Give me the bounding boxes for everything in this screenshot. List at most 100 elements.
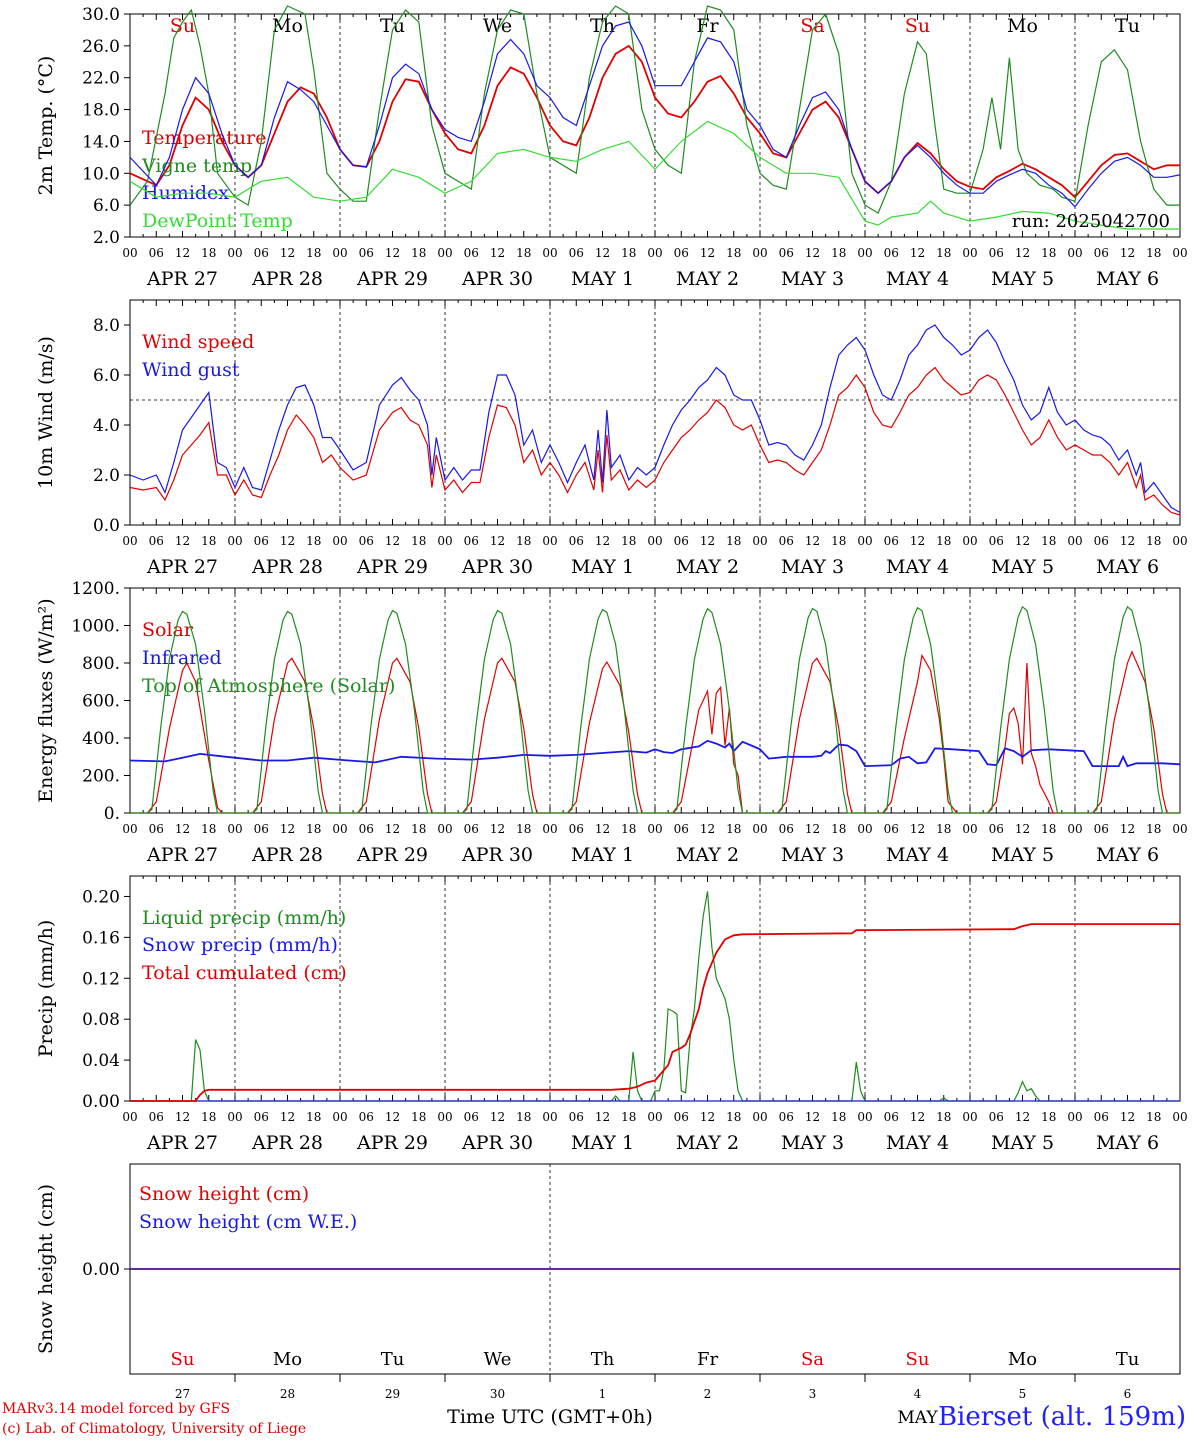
weekday-label: Tu [1116,1349,1140,1370]
day-date-label: MAY 3 [781,1132,844,1154]
series-total-cumulated-cm- [130,923,1180,1102]
hour-tick-label: 12 [490,1110,505,1124]
day-date-label: MAY 2 [676,844,739,866]
legend-total-cumulated-cm-: Total cumulated (cm) [142,962,347,984]
hour-tick-label: 18 [306,822,321,836]
day-date-label: MAY 4 [886,1132,949,1154]
hour-tick-label: 06 [254,534,269,548]
hour-tick-label: 06 [569,822,584,836]
series-wind-speed [129,366,1181,516]
hour-tick-label: 00 [332,822,347,836]
hour-tick-label: 12 [595,822,610,836]
weekday-label: Tu [381,1349,405,1370]
hour-tick-label: 00 [437,246,452,260]
run-label: run: 2025042700 [1012,211,1170,232]
hour-tick-label: 00 [1067,822,1082,836]
hour-tick-label: 06 [149,246,164,260]
day-date-label: MAY 5 [991,1132,1054,1154]
hour-tick-label: 00 [332,1110,347,1124]
hour-tick-label: 00 [1172,1110,1187,1124]
hour-tick-label: 00 [122,246,137,260]
hour-tick-label: 18 [516,246,531,260]
hour-tick-label: 18 [831,1110,846,1124]
hour-tick-label: 18 [621,822,636,836]
hour-tick-label: 06 [779,822,794,836]
hour-tick-label: 12 [175,1110,190,1124]
hour-tick-label: 00 [752,534,767,548]
legend-solar: Solar [142,619,194,641]
y-tick-label: 8.0 [93,316,120,336]
hour-tick-label: 18 [1041,1110,1056,1124]
series-wind-gust [129,324,1181,514]
day-number-label: 28 [280,1387,295,1401]
weekday-label: We [484,1349,512,1370]
weekday-label: Mo [1007,15,1038,37]
day-date-label: MAY 2 [676,556,739,578]
hour-tick-label: 00 [332,246,347,260]
day-number-label: 3 [809,1387,817,1401]
time-axis-label: Time UTC (GMT+0h) [447,1406,653,1428]
hour-tick-label: 06 [359,246,374,260]
hour-tick-label: 12 [805,822,820,836]
hour-tick-label: 00 [332,534,347,548]
y-tick-label: 2.0 [93,228,120,248]
hour-tick-label: 00 [227,1110,242,1124]
hour-tick-label: 12 [280,1110,295,1124]
hour-tick-label: 18 [831,534,846,548]
weekday-label: We [483,15,512,37]
day-date-label: MAY 6 [1096,1132,1159,1154]
hour-tick-label: 12 [490,822,505,836]
weekday-label: Fr [696,15,719,37]
hour-tick-label: 00 [1172,822,1187,836]
y-tick-label: 0.08 [82,1010,120,1030]
day-date-label: MAY 2 [676,268,739,290]
day-date-label: APR 30 [461,844,533,866]
hour-tick-label: 12 [175,246,190,260]
hour-tick-label: 18 [936,534,951,548]
hour-tick-label: 12 [595,1110,610,1124]
hour-tick-label: 12 [805,534,820,548]
hour-tick-label: 18 [306,534,321,548]
hour-tick-label: 06 [1094,246,1109,260]
hour-tick-label: 18 [1146,822,1161,836]
hour-tick-label: 00 [752,246,767,260]
hour-tick-label: 12 [700,246,715,260]
hour-tick-label: 12 [1120,822,1135,836]
y-tick-label: 0.20 [82,887,120,907]
hour-tick-label: 12 [910,246,925,260]
day-date-label: MAY 5 [991,268,1054,290]
hour-tick-label: 12 [1015,1110,1030,1124]
hour-tick-label: 00 [542,1110,557,1124]
hour-tick-label: 12 [700,534,715,548]
hour-tick-label: 12 [805,246,820,260]
day-date-label: MAY 2 [676,1132,739,1154]
hour-tick-label: 00 [1172,534,1187,548]
hour-tick-label: 00 [542,822,557,836]
hour-tick-label: 00 [962,246,977,260]
hour-tick-label: 18 [621,1110,636,1124]
weekday-label: Th [590,15,615,37]
day-date-label: MAY 6 [1096,268,1159,290]
hour-tick-label: 12 [595,246,610,260]
panel-frame-wind [129,299,1181,526]
hour-tick-label: 12 [490,534,505,548]
hour-tick-label: 06 [779,246,794,260]
day-number-label: 4 [914,1387,922,1401]
hour-tick-label: 12 [910,822,925,836]
hour-tick-label: 12 [700,822,715,836]
hour-tick-label: 18 [726,246,741,260]
hour-tick-label: 00 [1067,1110,1082,1124]
hour-tick-label: 00 [227,822,242,836]
hour-tick-label: 00 [962,534,977,548]
hour-tick-label: 00 [962,1110,977,1124]
hour-tick-label: 00 [752,1110,767,1124]
hour-tick-label: 00 [1067,246,1082,260]
y-tick-label: 0.16 [82,928,120,948]
hour-tick-label: 12 [280,822,295,836]
credit-line-2: (c) Lab. of Climatology, University of L… [2,1421,307,1437]
series-vigne-temp [129,5,1180,214]
day-date-label: MAY 3 [781,556,844,578]
hour-tick-label: 18 [516,822,531,836]
hour-tick-label: 18 [201,822,216,836]
day-number-label: 2 [704,1387,712,1401]
